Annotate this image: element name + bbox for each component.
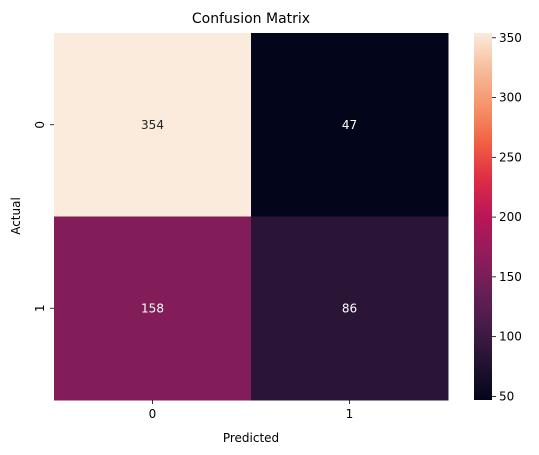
- x-tick-label: 1: [346, 407, 354, 421]
- y-tick-label: 1: [33, 304, 47, 312]
- heatmap-cell: [54, 33, 252, 217]
- cell-value-label: 354: [141, 118, 164, 132]
- colorbar-tick-label: 300: [499, 91, 522, 105]
- colorbar-ticks: 50 100 150 200 250 300 350: [492, 31, 522, 403]
- colorbar-tick-label: 200: [499, 210, 522, 224]
- y-axis-ticks: 01: [33, 121, 54, 312]
- heatmap-cell: [251, 33, 449, 217]
- y-tick-label: 0: [33, 121, 47, 129]
- heatmap-cell: [251, 216, 449, 401]
- x-tick-label: 0: [149, 407, 157, 421]
- x-axis-label: Predicted: [223, 431, 279, 445]
- colorbar-tick-label: 250: [499, 150, 522, 164]
- heatmap-cell-labels: 354 47 158 86: [141, 118, 357, 316]
- colorbar-tick-label: 100: [499, 330, 522, 344]
- cell-value-label: 47: [342, 118, 357, 132]
- heatmap-cells: [54, 33, 449, 401]
- colorbar-tick-label: 350: [499, 31, 522, 45]
- heatmap-cell: [54, 216, 252, 401]
- colorbar-tick-label: 50: [499, 389, 514, 403]
- cell-value-label: 158: [141, 301, 164, 315]
- cell-value-label: 86: [342, 301, 357, 315]
- colorbar: [474, 33, 492, 400]
- y-axis-label: Actual: [9, 197, 23, 235]
- colorbar-tick-label: 150: [499, 270, 522, 284]
- chart-title: Confusion Matrix: [192, 11, 310, 27]
